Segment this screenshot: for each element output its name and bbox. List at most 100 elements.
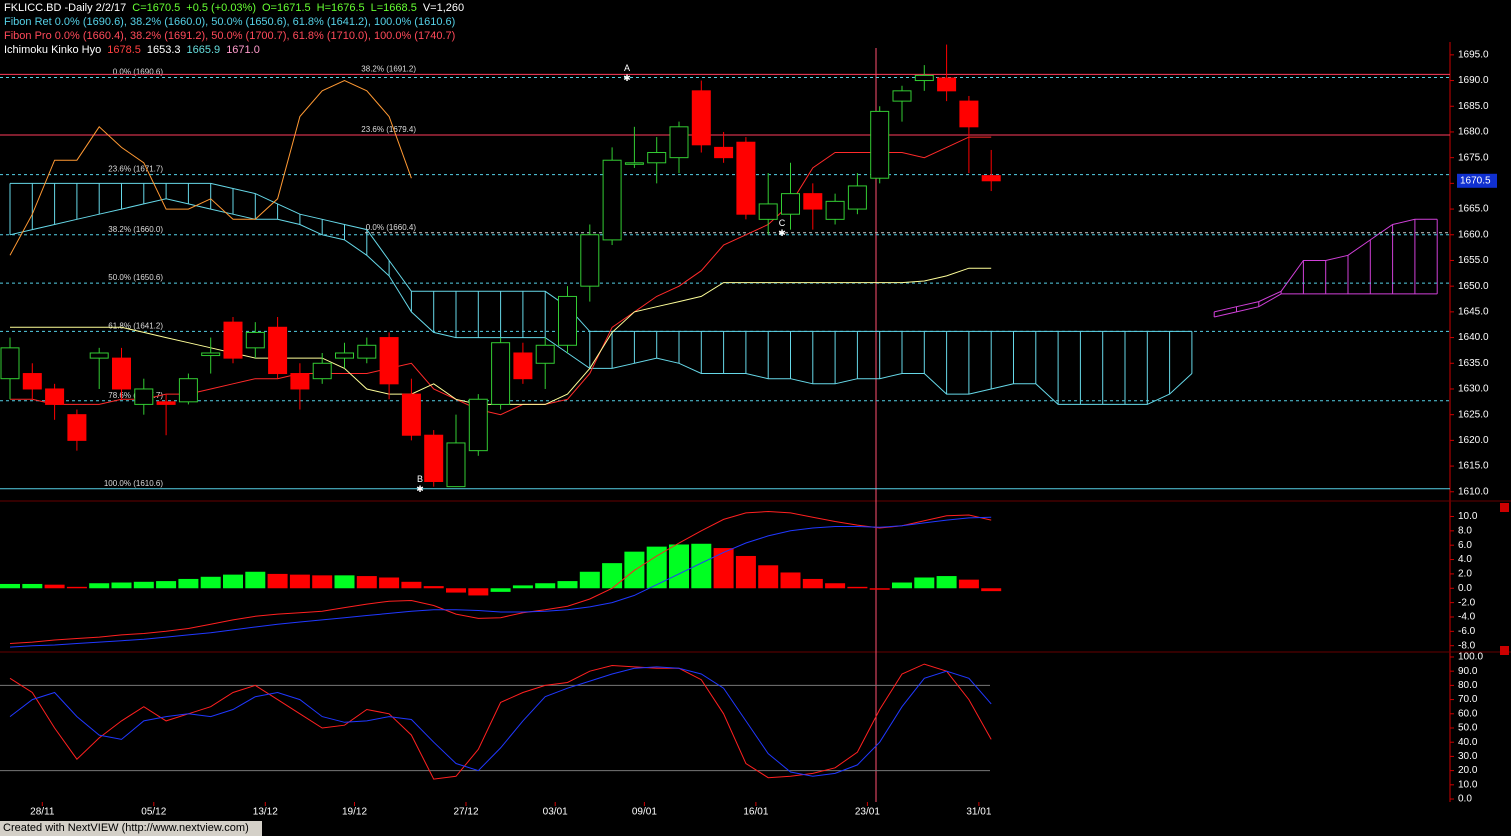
macd-bar (200, 576, 221, 589)
macd-bar (446, 588, 466, 593)
candle-body (112, 357, 131, 390)
candle-body (647, 152, 667, 164)
y-tick-label: 1645.0 (1458, 307, 1489, 318)
macd-bar (691, 543, 712, 589)
header-line (4, 503, 28, 517)
x-tick-label: 09/01 (632, 807, 657, 818)
macd-bar (111, 582, 132, 589)
macd-bar (602, 563, 623, 589)
header-text: Fibon Pro 0.0% (1660.4), 38.2% (1691.2),… (4, 30, 456, 42)
candle-body (691, 90, 711, 146)
header-text: 1665.9 (186, 44, 221, 56)
x-tick-label: 03/01 (543, 807, 568, 818)
y-tick-label: 1690.0 (1458, 75, 1489, 86)
candle-body (379, 337, 399, 385)
candle-body (134, 388, 154, 405)
macd-bar (557, 581, 578, 589)
fib-pro-label: 0.0% (1660.4) (366, 223, 417, 232)
candle-body (781, 193, 800, 215)
fib-pro-label: 38.2% (1691.2) (361, 64, 416, 73)
y-tick-label: 1625.0 (1458, 409, 1489, 420)
y-tick-label: 4.0 (1458, 554, 1472, 565)
y-tick-label: 1660.0 (1458, 229, 1489, 240)
candle-body (424, 434, 444, 482)
candle-body (178, 378, 198, 403)
macd-bar (981, 588, 1002, 592)
indicator-line (10, 136, 992, 416)
macd-bar (89, 583, 110, 589)
macd-bar (579, 571, 600, 589)
cloud-edge (9, 198, 1193, 405)
y-tick-label: 60.0 (1458, 708, 1478, 719)
y-tick-label: 1630.0 (1458, 384, 1489, 395)
macd-bar (423, 586, 444, 589)
header-text: 1678.5 (107, 44, 141, 56)
macd-line (9, 510, 992, 644)
candle-body (446, 442, 466, 488)
y-tick-label: 80.0 (1458, 680, 1478, 691)
macd-bar (512, 585, 533, 589)
y-tick-label: 20.0 (1458, 765, 1478, 776)
macd-bar (312, 575, 333, 589)
header-line (4, 655, 28, 669)
candle-body (89, 352, 109, 359)
candle-body (959, 100, 979, 128)
x-tick-label: 19/12 (342, 807, 367, 818)
y-tick-label: 1610.0 (1458, 486, 1489, 497)
y-tick-label: 100.0 (1458, 652, 1483, 663)
macd-bar (914, 577, 935, 589)
stochastic-header (4, 655, 28, 669)
header-text: Fibon Ret 0.0% (1690.6), 38.2% (1660.0),… (4, 16, 456, 28)
header-text: L=1668.5 (370, 2, 417, 14)
price-tag-label: 1670.5 (1460, 175, 1491, 186)
header-line: FKLICC.BD -Daily 2/2/17 C=1670.5 +0.5 (+0.… (4, 1, 470, 15)
macd-bar (936, 576, 957, 589)
price-tag (1457, 173, 1497, 188)
candle-body (870, 110, 890, 179)
candle-body (245, 331, 265, 349)
y-tick-label: 2.0 (1458, 569, 1472, 580)
fib-ret-label: 0.0% (1690.6) (113, 68, 164, 77)
candle-body (602, 159, 622, 241)
macd-bar (468, 588, 489, 596)
candle-body (580, 234, 600, 287)
header-text: FKLICC.BD -Daily 2/2/17 (4, 2, 127, 14)
x-tick-label: 31/01 (966, 807, 991, 818)
macd-bar (334, 575, 355, 589)
candle-body (736, 141, 756, 215)
candle-body (624, 162, 644, 165)
y-tick-label: -6.0 (1458, 626, 1476, 637)
macd-bar (133, 581, 154, 589)
y-tick-label: 30.0 (1458, 751, 1478, 762)
macd-bar (958, 579, 979, 589)
stoch-line (9, 666, 992, 777)
point-label: A (624, 63, 630, 73)
y-tick-label: 1635.0 (1458, 358, 1489, 369)
y-tick-label: 1695.0 (1458, 49, 1489, 60)
macd-line (9, 516, 992, 648)
point-marker: ✱ (623, 73, 631, 83)
macd-bar (44, 584, 65, 589)
main-header: FKLICC.BD -Daily 2/2/17 C=1670.5 +0.5 (+0.… (4, 1, 470, 57)
macd-bar (669, 544, 689, 589)
macd-bar (156, 581, 177, 589)
y-tick-label: 1615.0 (1458, 461, 1489, 472)
y-tick-label: 40.0 (1458, 737, 1478, 748)
y-tick-label: 1675.0 (1458, 152, 1489, 163)
macd-bar (825, 583, 846, 589)
macd-bar (646, 546, 667, 589)
header-text: V=1,260 (422, 2, 465, 14)
macd-bar (223, 574, 243, 589)
macd-bar (892, 582, 912, 589)
indicator-line (9, 80, 412, 256)
macd-bar (780, 572, 801, 589)
y-tick-label: 0.0 (1458, 583, 1472, 594)
header-text: C=1670.5 (132, 2, 181, 14)
y-tick-label: 1685.0 (1458, 101, 1489, 112)
macd-bar (22, 583, 43, 589)
candle-body (268, 326, 288, 375)
x-tick-label: 23/01 (855, 807, 880, 818)
y-tick-label: 10.0 (1458, 511, 1478, 522)
x-tick-label: 28/11 (30, 807, 55, 818)
